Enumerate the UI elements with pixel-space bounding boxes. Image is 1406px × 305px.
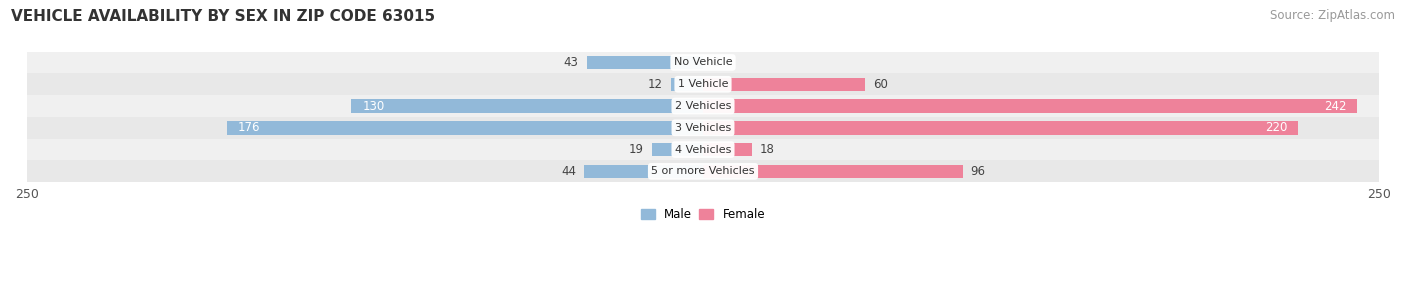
Text: 2 Vehicles: 2 Vehicles bbox=[675, 101, 731, 111]
Bar bbox=[27, 52, 1379, 74]
Bar bbox=[651, 143, 703, 156]
Bar bbox=[703, 143, 752, 156]
Bar bbox=[27, 117, 1379, 139]
Text: 60: 60 bbox=[873, 78, 889, 91]
Text: 130: 130 bbox=[363, 99, 384, 113]
Bar bbox=[352, 99, 703, 113]
Text: 19: 19 bbox=[628, 143, 644, 156]
Bar bbox=[27, 160, 1379, 182]
Bar bbox=[586, 56, 703, 69]
Text: 18: 18 bbox=[759, 143, 775, 156]
Text: 176: 176 bbox=[238, 121, 260, 134]
Text: 4 Vehicles: 4 Vehicles bbox=[675, 145, 731, 155]
Text: 3 Vehicles: 3 Vehicles bbox=[675, 123, 731, 133]
Bar bbox=[226, 121, 703, 135]
Bar bbox=[703, 99, 1357, 113]
Bar bbox=[27, 139, 1379, 160]
Bar bbox=[703, 77, 865, 91]
Bar bbox=[703, 121, 1298, 135]
Bar bbox=[703, 165, 963, 178]
Bar bbox=[27, 74, 1379, 95]
Text: 220: 220 bbox=[1265, 121, 1286, 134]
Text: Source: ZipAtlas.com: Source: ZipAtlas.com bbox=[1270, 9, 1395, 22]
Text: 5 or more Vehicles: 5 or more Vehicles bbox=[651, 166, 755, 176]
Text: 12: 12 bbox=[647, 78, 662, 91]
Text: No Vehicle: No Vehicle bbox=[673, 57, 733, 67]
Legend: Male, Female: Male, Female bbox=[636, 203, 770, 226]
Text: 1 Vehicle: 1 Vehicle bbox=[678, 79, 728, 89]
Text: 44: 44 bbox=[561, 165, 576, 178]
Text: 96: 96 bbox=[970, 165, 986, 178]
Text: 43: 43 bbox=[564, 56, 579, 69]
Bar bbox=[583, 165, 703, 178]
Text: 0: 0 bbox=[711, 56, 718, 69]
Text: VEHICLE AVAILABILITY BY SEX IN ZIP CODE 63015: VEHICLE AVAILABILITY BY SEX IN ZIP CODE … bbox=[11, 9, 436, 24]
Bar bbox=[671, 77, 703, 91]
Text: 242: 242 bbox=[1324, 99, 1347, 113]
Bar bbox=[27, 95, 1379, 117]
